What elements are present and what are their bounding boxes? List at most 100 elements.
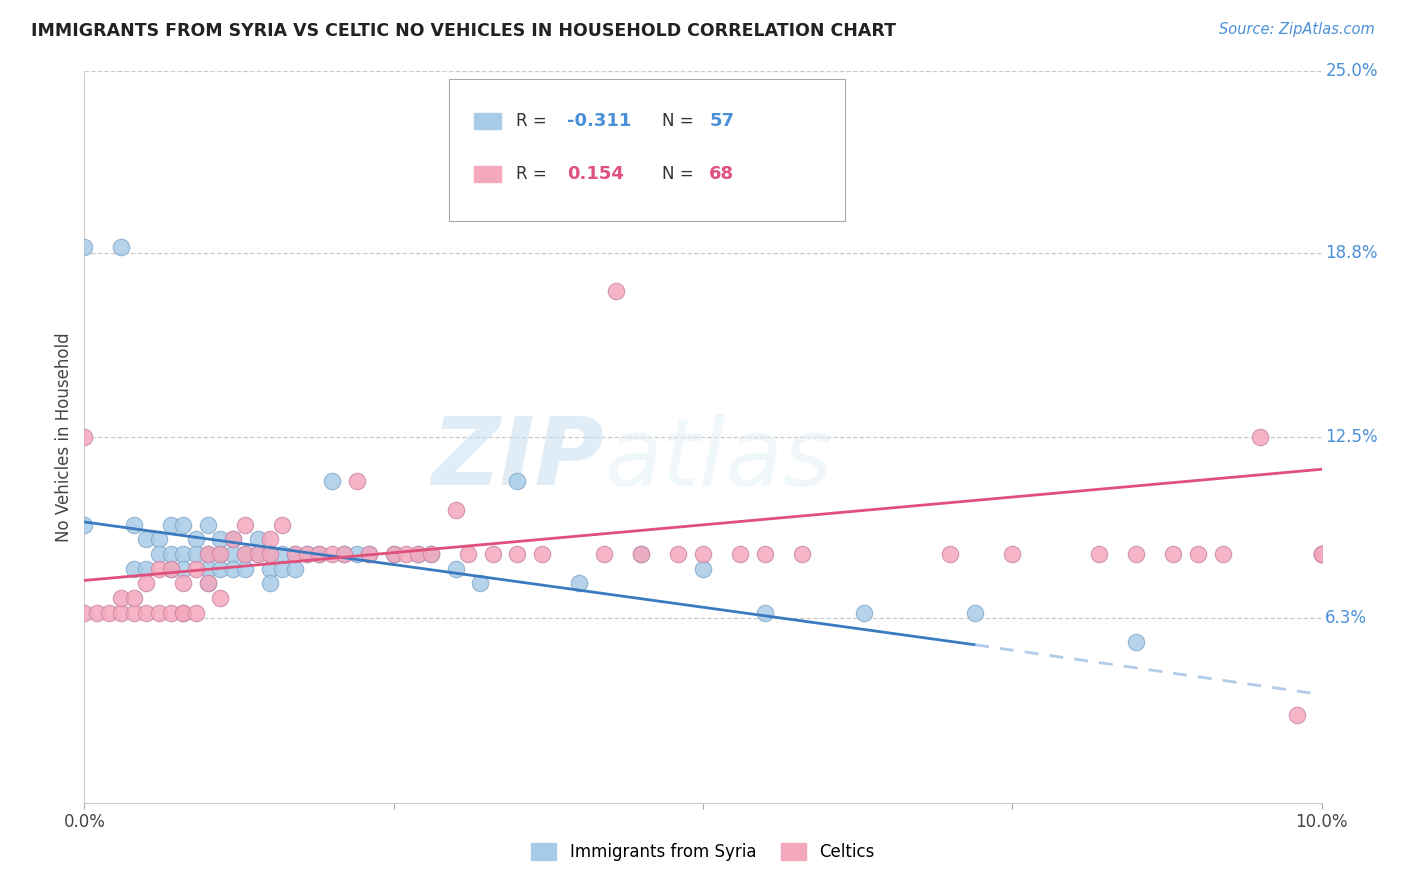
Point — [284, 562, 307, 576]
Text: R =: R = — [516, 112, 553, 130]
Point — [333, 547, 356, 561]
Point — [122, 591, 145, 605]
Point — [1285, 708, 1308, 723]
Point — [408, 547, 430, 561]
Point — [172, 606, 194, 620]
Point — [295, 547, 318, 561]
Point — [568, 576, 591, 591]
Point — [259, 576, 281, 591]
Point — [939, 547, 962, 561]
Point — [457, 547, 479, 561]
Point — [110, 591, 132, 605]
Point — [790, 547, 813, 561]
Text: 68: 68 — [709, 165, 734, 183]
Point — [172, 547, 194, 561]
Point — [531, 547, 554, 561]
Point — [98, 606, 121, 620]
Text: 25.0%: 25.0% — [1326, 62, 1378, 80]
Point — [160, 606, 183, 620]
Text: IMMIGRANTS FROM SYRIA VS CELTIC NO VEHICLES IN HOUSEHOLD CORRELATION CHART: IMMIGRANTS FROM SYRIA VS CELTIC NO VEHIC… — [31, 22, 896, 40]
Text: N =: N = — [662, 165, 699, 183]
Text: Source: ZipAtlas.com: Source: ZipAtlas.com — [1219, 22, 1375, 37]
Point — [184, 533, 207, 547]
Text: ZIP: ZIP — [432, 413, 605, 505]
Text: 18.8%: 18.8% — [1326, 244, 1378, 261]
Bar — [474, 113, 502, 129]
Point — [148, 547, 170, 561]
Point — [197, 547, 219, 561]
Point — [506, 474, 529, 488]
Point — [357, 547, 380, 561]
Point — [1125, 547, 1147, 561]
Point — [308, 547, 330, 561]
Point — [419, 547, 441, 561]
Point — [222, 533, 245, 547]
Point — [259, 547, 281, 561]
Point — [148, 606, 170, 620]
Point — [346, 547, 368, 561]
Point — [233, 547, 256, 561]
Point — [308, 547, 330, 561]
Point — [346, 474, 368, 488]
Point — [222, 562, 245, 576]
Point — [630, 547, 652, 561]
Point — [382, 547, 405, 561]
Point — [408, 547, 430, 561]
Point — [1310, 547, 1333, 561]
Point — [135, 606, 157, 620]
Text: 6.3%: 6.3% — [1326, 609, 1368, 627]
Point — [122, 606, 145, 620]
Point — [1001, 547, 1024, 561]
Point — [965, 606, 987, 620]
Point — [233, 562, 256, 576]
Point — [271, 562, 294, 576]
FancyBboxPatch shape — [450, 78, 845, 221]
Point — [110, 606, 132, 620]
Point — [1310, 547, 1333, 561]
Point — [197, 576, 219, 591]
Point — [160, 547, 183, 561]
Point — [284, 547, 307, 561]
Point — [666, 547, 689, 561]
Point — [197, 576, 219, 591]
Point — [246, 533, 269, 547]
Point — [593, 547, 616, 561]
Point — [1161, 547, 1184, 561]
Text: 0.154: 0.154 — [567, 165, 624, 183]
Text: -0.311: -0.311 — [567, 112, 631, 130]
Point — [197, 562, 219, 576]
Point — [222, 547, 245, 561]
Point — [382, 547, 405, 561]
Text: R =: R = — [516, 165, 553, 183]
Point — [122, 517, 145, 532]
Point — [321, 547, 343, 561]
Point — [222, 533, 245, 547]
Point — [295, 547, 318, 561]
Point — [73, 430, 96, 444]
Point — [1249, 430, 1271, 444]
Point — [754, 547, 776, 561]
Point — [73, 517, 96, 532]
Legend: Immigrants from Syria, Celtics: Immigrants from Syria, Celtics — [524, 836, 882, 868]
Point — [728, 547, 751, 561]
Point — [1125, 635, 1147, 649]
Point — [271, 517, 294, 532]
Point — [209, 547, 232, 561]
Text: N =: N = — [662, 112, 699, 130]
Point — [605, 284, 627, 298]
Text: atlas: atlas — [605, 414, 832, 505]
Point — [148, 533, 170, 547]
Point — [233, 547, 256, 561]
Point — [444, 503, 467, 517]
Point — [160, 517, 183, 532]
Point — [172, 576, 194, 591]
Point — [357, 547, 380, 561]
Point — [284, 547, 307, 561]
Point — [172, 517, 194, 532]
Point — [246, 547, 269, 561]
Point — [86, 606, 108, 620]
Point — [160, 562, 183, 576]
Point — [321, 474, 343, 488]
Point — [160, 562, 183, 576]
Point — [209, 547, 232, 561]
